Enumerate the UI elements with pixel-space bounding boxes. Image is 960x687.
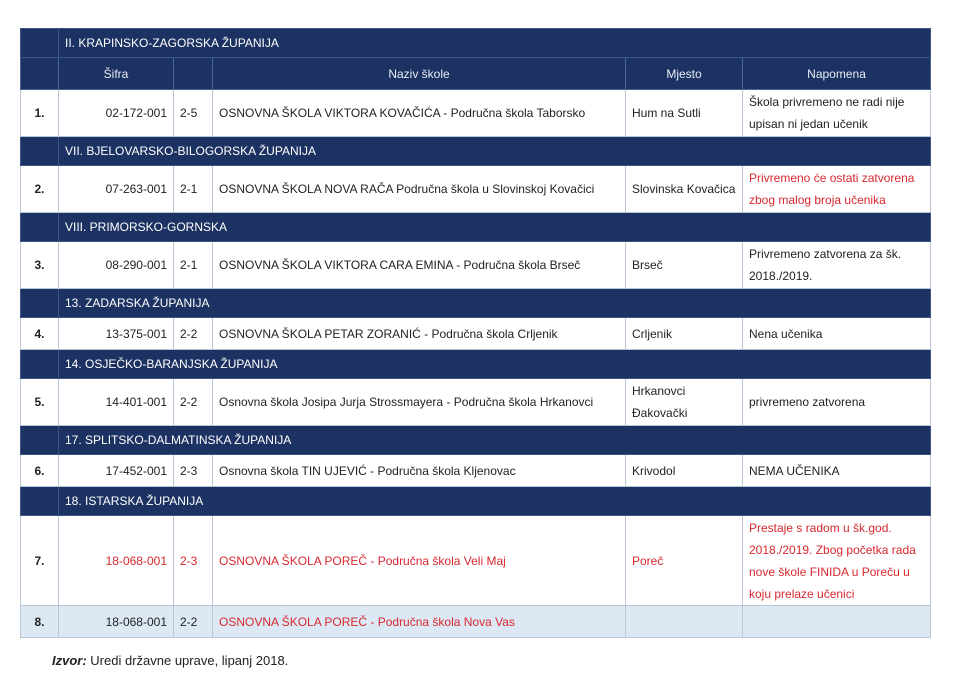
school-place [625, 605, 743, 638]
county-header: VIII. PRIMORSKO-GORNSKA [20, 212, 932, 242]
school-name: OSNOVNA ŠKOLA POREČ - Područna škola Vel… [212, 515, 626, 606]
school-type-code: 2-2 [173, 378, 213, 426]
school-name: Osnovna škola Josipa Jurja Strossmayera … [212, 378, 626, 426]
school-note: Prestaje s radom u šk.god. 2018./2019. Z… [741, 515, 932, 606]
county-name: VII. BJELOVARSKO-BILOGORSKA ŽUPANIJA [57, 136, 932, 166]
school-note [741, 605, 932, 638]
school-note: privremeno zatvorena [741, 378, 932, 426]
county-spacer [20, 288, 59, 318]
table-row: 1. 02-172-001 2-5 OSNOVNA ŠKOLA VIKTORA KOV… [20, 89, 932, 137]
school-code: 18-068-001 [58, 605, 174, 638]
county-name: VIII. PRIMORSKO-GORNSKA [57, 212, 932, 242]
column-header-num [20, 57, 59, 90]
school-place: Slovinska Kovačica [625, 165, 743, 213]
school-type-code: 2-3 [173, 454, 213, 487]
school-code: 07-263-001 [58, 165, 174, 213]
column-header-mjesto: Mjesto [625, 57, 743, 90]
school-code: 17-452-001 [58, 454, 174, 487]
column-header-naziv: Naziv škole [212, 57, 626, 90]
county-spacer [20, 486, 59, 516]
school-name: OSNOVNA ŠKOLA NOVA RAČA Područna škola u… [212, 165, 626, 213]
school-place: Poreč [625, 515, 743, 606]
school-note: NEMA UČENIKA [741, 454, 932, 487]
school-place: Crljenik [625, 317, 743, 350]
county-header: VII. BJELOVARSKO-BILOGORSKA ŽUPANIJA [20, 136, 932, 166]
column-header-code [173, 57, 213, 90]
row-number: 8. [20, 605, 59, 638]
table-row: 7. 18-068-001 2-3 OSNOVNA ŠKOLA POREČ - Pod… [20, 515, 932, 606]
row-number: 3. [20, 241, 59, 289]
table-row: 4. 13-375-001 2-2 OSNOVNA ŠKOLA PETAR ZORAN… [20, 317, 932, 350]
county-name: 14. OSJEČKO-BARANJSKA ŽUPANIJA [57, 349, 932, 379]
school-place: Hrkanovci Đakovački [625, 378, 743, 426]
source-text: Uredi državne uprave, lipanj 2018. [86, 653, 289, 668]
school-code: 18-068-001 [58, 515, 174, 606]
column-header-napomena: Napomena [741, 57, 932, 90]
county-name: 17. SPLITSKO-DALMATINSKA ŽUPANIJA [57, 425, 932, 455]
column-header-row: Šifra Naziv škole Mjesto Napomena [20, 57, 932, 90]
schools-table: II. KRAPINSKO-ZAGORSKA ŽUPANIJA Šifra Nazi… [20, 28, 932, 638]
column-header-sifra: Šifra [58, 57, 174, 90]
school-name: OSNOVNA ŠKOLA PETAR ZORANIĆ - Područna š… [212, 317, 626, 350]
school-name: OSNOVNA ŠKOLA VIKTORA KOVAČIĆA - Područn… [212, 89, 626, 137]
county-spacer [20, 425, 59, 455]
school-type-code: 2-3 [173, 515, 213, 606]
school-place: Hum na Sutli [625, 89, 743, 137]
school-place: Krivodol [625, 454, 743, 487]
county-header: 17. SPLITSKO-DALMATINSKA ŽUPANIJA [20, 425, 932, 455]
school-note: Privremeno će ostati zatvorena zbog malo… [741, 165, 932, 213]
school-name: Osnovna škola TIN UJEVIĆ - Područna škol… [212, 454, 626, 487]
school-code: 14-401-001 [58, 378, 174, 426]
school-type-code: 2-2 [173, 317, 213, 350]
table-row: 5. 14-401-001 2-2 Osnovna škola Josipa Jurj… [20, 378, 932, 426]
table-row: 3. 08-290-001 2-1 OSNOVNA ŠKOLA VIKTORA CAR… [20, 241, 932, 289]
row-number: 6. [20, 454, 59, 487]
county-header: 18. ISTARSKA ŽUPANIJA [20, 486, 932, 516]
school-note: Privremeno zatvorena za šk. 2018./2019. [741, 241, 932, 289]
county-spacer [20, 28, 59, 58]
school-note: Škola privremeno ne radi nije upisan ni … [741, 89, 932, 137]
row-number: 5. [20, 378, 59, 426]
county-header: II. KRAPINSKO-ZAGORSKA ŽUPANIJA [20, 28, 932, 58]
table-row: 8. 18-068-001 2-2 OSNOVNA ŠKOLA POREČ - Pod… [20, 605, 932, 638]
school-name: OSNOVNA ŠKOLA POREČ - Područna škola Nov… [212, 605, 626, 638]
school-name: OSNOVNA ŠKOLA VIKTORA CARA EMINA - Podru… [212, 241, 626, 289]
county-spacer [20, 349, 59, 379]
county-header: 14. OSJEČKO-BARANJSKA ŽUPANIJA [20, 349, 932, 379]
county-name: 13. ZADARSKA ŽUPANIJA [57, 288, 932, 318]
school-note: Nena učenika [741, 317, 932, 350]
source-note: Izvor: Uredi državne uprave, lipanj 2018… [52, 653, 288, 668]
county-spacer [20, 212, 59, 242]
county-spacer [20, 136, 59, 166]
row-number: 1. [20, 89, 59, 137]
county-header: 13. ZADARSKA ŽUPANIJA [20, 288, 932, 318]
school-type-code: 2-1 [173, 165, 213, 213]
row-number: 4. [20, 317, 59, 350]
county-name: 18. ISTARSKA ŽUPANIJA [57, 486, 932, 516]
source-label: Izvor: [52, 653, 87, 668]
row-number: 7. [20, 515, 59, 606]
county-name: II. KRAPINSKO-ZAGORSKA ŽUPANIJA [57, 28, 932, 58]
school-type-code: 2-5 [173, 89, 213, 137]
school-type-code: 2-2 [173, 605, 213, 638]
school-code: 02-172-001 [58, 89, 174, 137]
school-type-code: 2-1 [173, 241, 213, 289]
school-place: Brseč [625, 241, 743, 289]
school-code: 08-290-001 [58, 241, 174, 289]
row-number: 2. [20, 165, 59, 213]
school-code: 13-375-001 [58, 317, 174, 350]
table-row: 2. 07-263-001 2-1 OSNOVNA ŠKOLA NOVA RAČA P… [20, 165, 932, 213]
table-row: 6. 17-452-001 2-3 Osnovna škola TIN UJEVIĆ … [20, 454, 932, 487]
